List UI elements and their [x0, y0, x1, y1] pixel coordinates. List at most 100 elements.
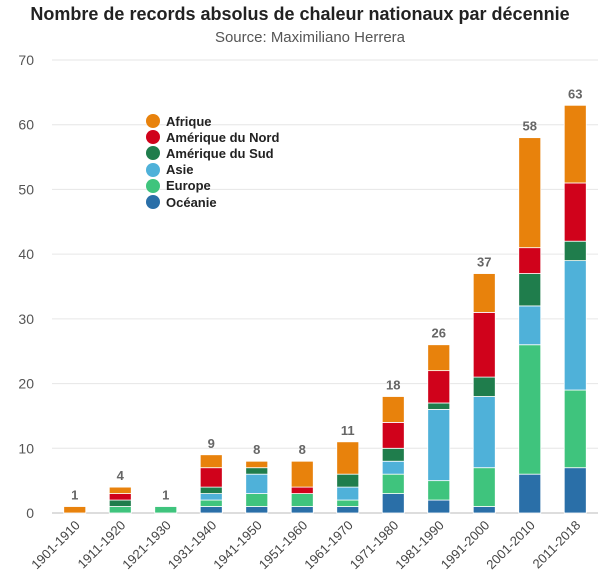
bar-segment	[381, 473, 405, 494]
bar-segment	[245, 473, 269, 494]
bar-segment	[199, 506, 223, 514]
bar-segment	[199, 493, 223, 501]
bar-total-label: 8	[253, 442, 260, 457]
bar-segment	[381, 460, 405, 475]
bar-total-label: 11	[341, 423, 355, 438]
bar-segment	[108, 486, 132, 494]
bar-segment	[472, 273, 496, 313]
bar-segment	[245, 493, 269, 507]
legend-swatch	[146, 162, 160, 177]
x-tick-label: 1941-1950	[210, 518, 265, 573]
y-tick-label: 20	[18, 376, 34, 392]
bar-segment	[290, 486, 314, 494]
bar-segment	[472, 506, 496, 514]
bar-segment	[518, 473, 542, 514]
bar-segment	[563, 104, 587, 184]
legend-label: Asie	[166, 162, 194, 178]
bar-segment	[154, 506, 178, 514]
legend-item: Afrique	[146, 113, 279, 129]
bar-segment	[427, 344, 451, 372]
x-tick-label: 1931-1940	[165, 518, 220, 573]
chart-subtitle: Source: Maximiliano Herrera	[214, 29, 406, 46]
bar-segment	[472, 467, 496, 507]
x-tick-label: 1951-1960	[256, 518, 311, 573]
legend-swatch	[146, 146, 160, 161]
bar-segment	[427, 499, 451, 514]
bar-segment	[245, 506, 269, 514]
bar-segment	[245, 460, 269, 469]
bar-segment	[472, 311, 496, 378]
bar-segment	[290, 506, 314, 514]
x-tick-label: 1991-2000	[438, 518, 493, 573]
bar-total-label: 18	[386, 378, 400, 393]
bar-segment	[427, 402, 451, 410]
bar-total-label: 1	[71, 488, 78, 503]
legend-swatch	[146, 114, 160, 129]
bar-segment	[108, 506, 132, 514]
x-tick-label: 1901-1910	[28, 518, 83, 573]
legend-label: Amérique du Nord	[166, 129, 280, 145]
legend-label: Europe	[166, 178, 211, 194]
legend-swatch	[146, 195, 160, 210]
bar-segment	[336, 473, 360, 488]
legend-label: Océanie	[166, 194, 217, 210]
bar-segment	[199, 499, 223, 507]
bar-segment	[472, 376, 496, 397]
legend-item: Amérique du Sud	[146, 145, 279, 161]
legend-item: Amérique du Nord	[146, 129, 279, 145]
legend-label: Afrique	[166, 113, 212, 129]
chart-legend: Afrique Amérique du Nord Amérique du Sud As…	[146, 113, 279, 210]
bar-segment	[108, 499, 132, 507]
bar-total-label: 1	[162, 488, 169, 503]
bar-segment	[381, 447, 405, 462]
bar-segment	[563, 389, 587, 469]
bar-segment	[290, 460, 314, 488]
bar-segment	[518, 247, 542, 274]
bar-segment	[563, 467, 587, 514]
x-tick-label: 1981-1990	[392, 518, 447, 573]
y-tick-label: 30	[18, 311, 34, 327]
x-tick-label: 1921-1930	[119, 518, 174, 573]
bar-segment	[199, 486, 223, 494]
bar-total-label: 4	[117, 468, 125, 483]
legend-item: Asie	[146, 162, 279, 178]
y-tick-label: 40	[18, 246, 34, 262]
y-tick-label: 60	[18, 117, 34, 133]
bar-segment	[563, 182, 587, 242]
x-tick-label: 2001-2010	[483, 518, 538, 573]
bar-segment	[518, 305, 542, 346]
bar-segment	[336, 486, 360, 501]
bar-segment	[427, 409, 451, 482]
bar-total-label: 37	[477, 255, 491, 270]
y-tick-label: 70	[18, 52, 34, 68]
bar-total-label: 8	[299, 442, 306, 457]
x-tick-label: 2011-2018	[529, 518, 583, 572]
y-tick-label: 50	[18, 181, 34, 197]
bar-total-label: 26	[432, 326, 446, 341]
bar-segment	[199, 467, 223, 488]
chart-title: Nombre de records absolus de chaleur nat…	[30, 4, 570, 24]
bar-segment	[336, 499, 360, 507]
legend-swatch	[146, 178, 160, 193]
y-tick-label: 0	[26, 505, 34, 521]
bar-segment	[518, 344, 542, 475]
bar-total-label: 63	[568, 86, 582, 101]
legend-item: Europe	[146, 178, 279, 194]
bar-total-label: 9	[208, 436, 215, 451]
bar-total-label: 58	[523, 119, 537, 134]
x-tick-label: 1971-1980	[347, 518, 402, 573]
bar-segment	[472, 396, 496, 469]
bar-segment	[381, 421, 405, 449]
bar-segment	[336, 506, 360, 514]
legend-label: Amérique du Sud	[166, 145, 274, 161]
bar-segment	[427, 480, 451, 501]
bar-segment	[381, 396, 405, 423]
bar-segment	[518, 137, 542, 249]
bar-segment	[427, 370, 451, 404]
bar-segment	[563, 260, 587, 391]
bar-segment	[381, 493, 405, 514]
bar-segment	[63, 506, 87, 514]
bar-segment	[563, 240, 587, 262]
x-tick-label: 1961-1970	[301, 518, 356, 573]
